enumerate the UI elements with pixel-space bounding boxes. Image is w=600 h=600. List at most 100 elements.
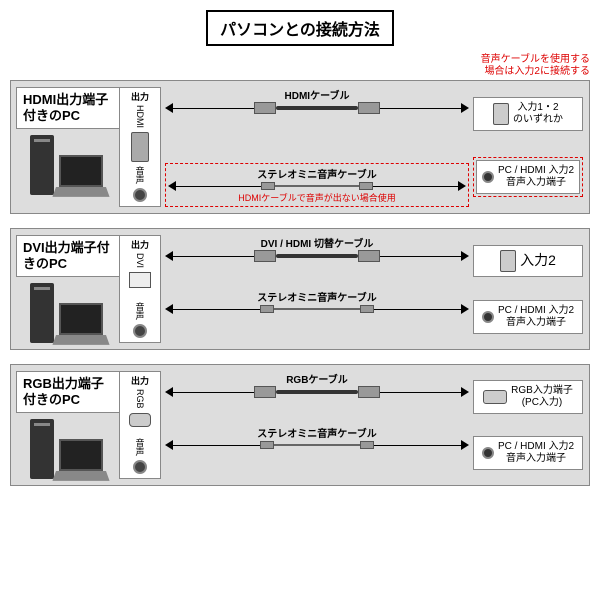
cable-video: DVI / HDMI 切替ケーブル bbox=[165, 235, 469, 289]
hdmi-port-icon bbox=[131, 132, 149, 162]
connector-icon bbox=[358, 386, 380, 398]
hdmi-slot-icon bbox=[500, 250, 516, 272]
dest-video: 入力1・2 のいずれか bbox=[473, 97, 583, 131]
arrow-right-icon bbox=[461, 103, 469, 113]
audio-label: 音声 bbox=[134, 438, 147, 456]
pc-column: RGB出力端子付きのPC bbox=[17, 371, 119, 479]
pc-column: HDMI出力端子付きのPC bbox=[17, 87, 119, 207]
dest-column: 入力1・2 のいずれか PC / HDMI 入力2 音声入力端子 bbox=[473, 87, 583, 207]
cable-label: ステレオミニ音声ケーブル bbox=[165, 289, 469, 304]
arrow-left-icon bbox=[165, 103, 173, 113]
audio-label: 音声 bbox=[134, 166, 147, 184]
dest-text: 入力2 bbox=[520, 252, 556, 269]
pc-type-label: DVI出力端子付きのPC bbox=[16, 235, 120, 277]
pc-column: DVI出力端子付きのPC bbox=[17, 235, 119, 343]
jack-icon bbox=[359, 182, 373, 190]
connection-panel: DVI出力端子付きのPC 出力 DVI 音声 DVI / HDMI 切替ケーブル bbox=[10, 228, 590, 350]
pc-type-label: RGB出力端子付きのPC bbox=[16, 371, 120, 413]
audio-port-icon bbox=[133, 324, 147, 338]
arrow-right-icon bbox=[458, 181, 466, 191]
dest-audio: PC / HDMI 入力2 音声入力端子 bbox=[473, 300, 583, 334]
arrow-right-icon bbox=[461, 304, 469, 314]
port-column: 出力 RGB 音声 bbox=[119, 371, 161, 479]
jack-icon bbox=[360, 441, 374, 449]
arrow-left-icon bbox=[168, 181, 176, 191]
connector-icon bbox=[254, 386, 276, 398]
dest-column: 入力2 PC / HDMI 入力2 音声入力端子 bbox=[473, 235, 583, 343]
pc-images bbox=[30, 283, 106, 343]
red-dash-box: ステレオミニ音声ケーブル HDMIケーブルで音声が出ない場合使用 bbox=[165, 163, 469, 207]
note-line1: 音声ケーブルを使用する bbox=[481, 54, 590, 65]
jack-icon bbox=[261, 182, 275, 190]
audio-slot-icon bbox=[482, 171, 494, 183]
port-header: 出力 bbox=[131, 90, 149, 103]
cables-column: HDMIケーブル ステレオミニ音声ケーブル HDMIケーブルで音声が出ない場合使… bbox=[161, 87, 473, 207]
pc-tower-icon bbox=[30, 135, 54, 195]
red-inline-note: HDMIケーブルで音声が出ない場合使用 bbox=[238, 191, 395, 204]
pc-images bbox=[30, 419, 106, 479]
dest-text: RGB入力端子 (PC入力) bbox=[511, 385, 573, 409]
dest-text: PC / HDMI 入力2 音声入力端子 bbox=[498, 305, 574, 329]
audio-slot-icon bbox=[482, 311, 494, 323]
top-red-note: 音声ケーブルを使用する 場合は入力2に接続する bbox=[10, 54, 590, 78]
dest-video: 入力2 bbox=[473, 245, 583, 277]
page-title: パソコンとの接続方法 bbox=[206, 10, 394, 46]
title-wrap: パソコンとの接続方法 bbox=[10, 10, 590, 46]
audio-port-icon bbox=[133, 460, 147, 474]
pc-type-label: HDMI出力端子付きのPC bbox=[16, 87, 120, 129]
dest-audio: PC / HDMI 入力2 音声入力端子 bbox=[473, 436, 583, 470]
dest-text: PC / HDMI 入力2 音声入力端子 bbox=[498, 165, 574, 189]
laptop-icon bbox=[56, 303, 106, 343]
vga-port-icon bbox=[129, 413, 151, 427]
jack-icon bbox=[260, 441, 274, 449]
jack-icon bbox=[260, 305, 274, 313]
cable-label: ステレオミニ音声ケーブル bbox=[165, 425, 469, 440]
connector-icon bbox=[254, 250, 276, 262]
cable-video: HDMIケーブル bbox=[165, 87, 469, 161]
cable-video: RGBケーブル bbox=[165, 371, 469, 425]
port-label: HDMI bbox=[135, 105, 145, 128]
dest-column: RGB入力端子 (PC入力) PC / HDMI 入力2 音声入力端子 bbox=[473, 371, 583, 479]
dvi-port-icon bbox=[129, 272, 151, 288]
red-dash-box: PC / HDMI 入力2 音声入力端子 bbox=[473, 157, 583, 197]
connection-panel: RGB出力端子付きのPC 出力 RGB 音声 RGBケーブル bbox=[10, 364, 590, 486]
hdmi-slot-icon bbox=[493, 103, 509, 125]
port-column: 出力 HDMI 音声 bbox=[119, 87, 161, 207]
laptop-icon bbox=[56, 155, 106, 195]
arrow-left-icon bbox=[165, 440, 173, 450]
cable-label: DVI / HDMI 切替ケーブル bbox=[165, 235, 469, 250]
note-line2: 場合は入力2に接続する bbox=[484, 66, 590, 77]
vga-slot-icon bbox=[483, 390, 507, 404]
audio-port-icon bbox=[133, 188, 147, 202]
arrow-right-icon bbox=[461, 251, 469, 261]
arrow-left-icon bbox=[165, 387, 173, 397]
connector-icon bbox=[358, 102, 380, 114]
cable-label: HDMIケーブル bbox=[165, 87, 469, 102]
pc-tower-icon bbox=[30, 419, 54, 479]
cable-label: RGBケーブル bbox=[165, 371, 469, 386]
dest-video: RGB入力端子 (PC入力) bbox=[473, 380, 583, 414]
cable-audio: ステレオミニ音声ケーブル bbox=[165, 289, 469, 343]
arrow-right-icon bbox=[461, 440, 469, 450]
port-header: 出力 bbox=[131, 374, 149, 387]
connector-icon bbox=[254, 102, 276, 114]
jack-icon bbox=[360, 305, 374, 313]
arrow-right-icon bbox=[461, 387, 469, 397]
cables-column: DVI / HDMI 切替ケーブル ステレオミニ音声ケーブル bbox=[161, 235, 473, 343]
connector-icon bbox=[358, 250, 380, 262]
port-header: 出力 bbox=[131, 238, 149, 251]
pc-tower-icon bbox=[30, 283, 54, 343]
cable-audio: ステレオミニ音声ケーブル HDMIケーブルで音声が出ない場合使用 bbox=[168, 166, 466, 204]
port-column: 出力 DVI 音声 bbox=[119, 235, 161, 343]
arrow-left-icon bbox=[165, 251, 173, 261]
audio-slot-icon bbox=[482, 447, 494, 459]
arrow-left-icon bbox=[165, 304, 173, 314]
cable-audio: ステレオミニ音声ケーブル bbox=[165, 425, 469, 479]
dest-audio: PC / HDMI 入力2 音声入力端子 bbox=[476, 160, 580, 194]
dest-text: PC / HDMI 入力2 音声入力端子 bbox=[498, 441, 574, 465]
audio-label: 音声 bbox=[134, 302, 147, 320]
dest-text: 入力1・2 のいずれか bbox=[513, 102, 563, 126]
cables-column: RGBケーブル ステレオミニ音声ケーブル bbox=[161, 371, 473, 479]
port-label: DVI bbox=[135, 253, 145, 268]
pc-images bbox=[30, 135, 106, 195]
